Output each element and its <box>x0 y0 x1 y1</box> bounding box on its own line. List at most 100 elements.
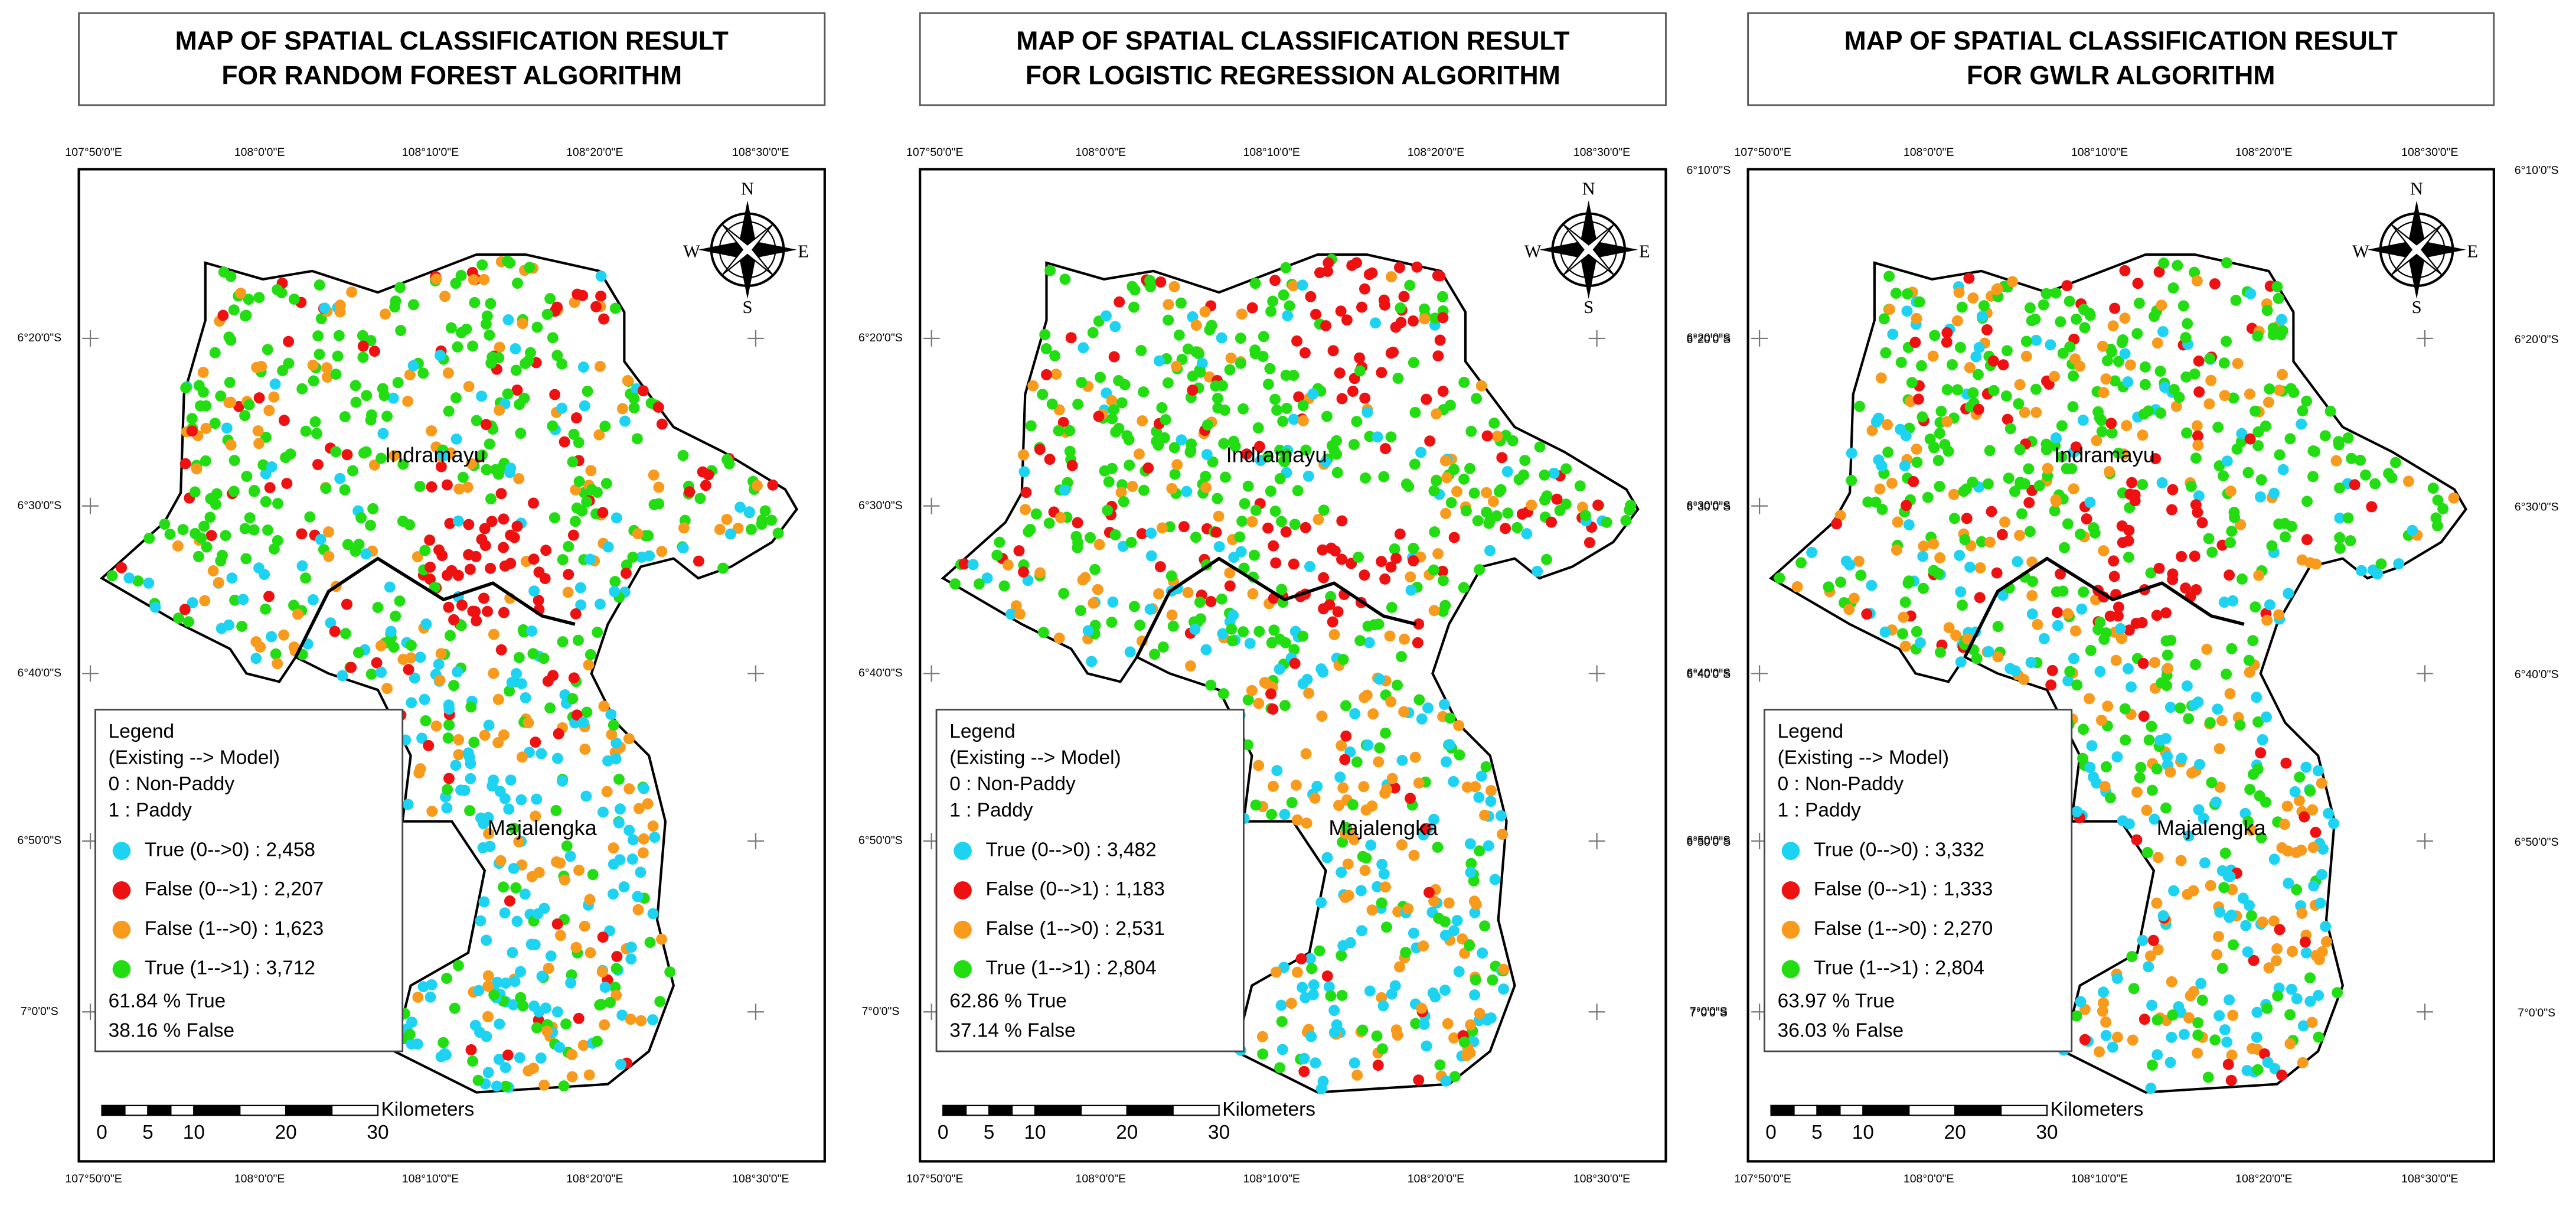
map-dot <box>1956 599 1968 611</box>
map-dot <box>2204 353 2216 364</box>
map-dot <box>1972 369 1984 380</box>
map-dot <box>2254 790 2265 801</box>
map-dot <box>1870 416 1882 428</box>
map-dot <box>607 888 619 900</box>
map-dot <box>1483 840 1494 852</box>
map-dot <box>1277 415 1289 427</box>
map-dot <box>2202 1071 2214 1083</box>
map-dot <box>1316 711 1328 722</box>
map-dot <box>1493 485 1505 497</box>
map-dot <box>2297 1020 2309 1032</box>
map-dot <box>2252 716 2264 728</box>
map-dot <box>2003 472 2015 484</box>
map-dot <box>1013 545 1025 557</box>
map-dot <box>149 601 161 613</box>
map-dot <box>2079 1034 2091 1045</box>
map-dot <box>1485 785 1497 797</box>
lon-label: 108°10'0"E <box>402 1172 459 1185</box>
map-dot <box>586 484 598 496</box>
map-dot <box>252 425 264 436</box>
map-dot <box>1185 660 1196 672</box>
map-dot <box>559 874 570 886</box>
map-dot <box>468 737 480 748</box>
map-dot <box>1076 377 1088 388</box>
map-dot <box>1289 657 1301 669</box>
scale-label: 0 <box>938 1122 949 1143</box>
map-dot <box>417 981 429 993</box>
map-dot <box>531 1022 543 1034</box>
map-dot <box>1125 536 1137 548</box>
map-dot <box>2095 415 2107 426</box>
lon-label: 108°30'0"E <box>1573 1172 1630 1185</box>
legend-item: True (0-->0) : 2,458 <box>145 839 315 861</box>
map-dot <box>554 857 566 869</box>
map-dot <box>2100 373 2112 385</box>
map-dot <box>2221 668 2232 680</box>
map-dot <box>2088 771 2099 783</box>
map-dot <box>577 361 589 373</box>
map-dot <box>186 425 198 437</box>
map-dot <box>1236 308 1248 320</box>
map-dot <box>1307 388 1319 400</box>
map-dot <box>2164 1057 2176 1068</box>
map-dot <box>1404 279 1416 291</box>
map-dot <box>560 1018 572 1030</box>
map-dot <box>2286 983 2297 995</box>
map-dot <box>581 496 593 508</box>
lon-label: 108°10'0"E <box>2071 146 2128 159</box>
grid-cross <box>747 1003 764 1021</box>
map-dot <box>2240 920 2252 931</box>
map-dot <box>1374 742 1386 754</box>
map-dot <box>2192 1029 2204 1041</box>
map-dot <box>2002 413 2013 425</box>
map-dot <box>253 438 265 449</box>
map-dot <box>1289 519 1301 530</box>
map-dot <box>610 512 622 524</box>
map-dot <box>608 842 619 854</box>
map-dot <box>420 618 432 630</box>
map-dot <box>439 291 450 302</box>
map-dot <box>551 301 563 313</box>
map-dot <box>543 963 554 975</box>
map-dot <box>1336 866 1347 878</box>
map-dot <box>498 513 510 525</box>
map-dot <box>967 559 979 571</box>
map-dot <box>1453 966 1465 977</box>
map-dot <box>1843 604 1855 615</box>
map-dot <box>532 908 544 920</box>
map-dot <box>1408 555 1419 566</box>
map-dot <box>1315 663 1327 674</box>
lon-label: 107°50'0"E <box>906 146 963 159</box>
map-dot <box>2111 751 2123 763</box>
map-dot <box>528 585 540 597</box>
map-dot <box>2014 379 2026 390</box>
map-dot <box>2120 734 2131 746</box>
map-dot <box>1475 380 1487 392</box>
map-dot <box>1996 529 2008 540</box>
map-dot <box>592 627 603 638</box>
map-dot <box>1089 563 1101 575</box>
map-dot <box>531 793 543 805</box>
map-dot <box>452 515 464 527</box>
map-dot <box>1834 510 1846 522</box>
grid-cross <box>747 665 764 682</box>
map-dot <box>557 554 569 566</box>
map-dot <box>1458 582 1470 594</box>
map-dot <box>1915 360 1927 372</box>
map-dot <box>1431 408 1442 420</box>
map-dot <box>1064 425 1076 436</box>
map-dot <box>1413 1074 1425 1086</box>
map-dot <box>1882 419 1893 431</box>
map-dot <box>434 350 446 361</box>
map-dot <box>1458 1036 1470 1048</box>
map-dot <box>2091 435 2102 447</box>
map-dot <box>1472 515 1484 527</box>
legend-class: 0 : Non-Paddy <box>949 773 1076 795</box>
map-dot <box>595 999 607 1010</box>
map-dot <box>2346 452 2358 464</box>
map-dot <box>515 966 526 977</box>
map-dot <box>1882 447 1894 458</box>
map-dot <box>2258 1048 2270 1060</box>
map-dot <box>2071 313 2082 325</box>
